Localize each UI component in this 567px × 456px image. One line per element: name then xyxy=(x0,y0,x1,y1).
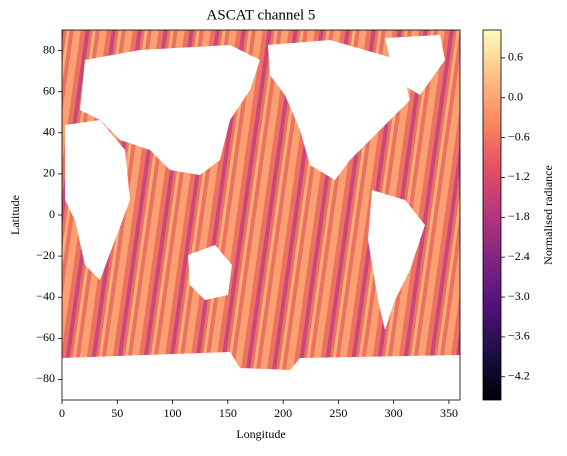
y-tick-label: 0 xyxy=(49,207,55,221)
x-tick-label: 0 xyxy=(59,406,65,420)
x-tick-label: 150 xyxy=(219,406,237,420)
colorbar-tick-label: −3.6 xyxy=(508,329,530,343)
y-tick-label: −20 xyxy=(36,248,55,262)
y-tick-label: −80 xyxy=(36,371,55,385)
colorbar-tick-label: 0.0 xyxy=(508,90,523,104)
colorbar-tick-label: 0.6 xyxy=(508,50,523,64)
y-tick-label: 80 xyxy=(43,42,55,56)
x-tick-label: 350 xyxy=(440,406,458,420)
colorbar-tick-label: −3.0 xyxy=(508,289,530,303)
land-mask xyxy=(62,35,460,400)
colorbar-tick-label: −2.4 xyxy=(508,249,530,263)
x-tick-label: 100 xyxy=(164,406,182,420)
colorbar-tick-label: −4.2 xyxy=(508,369,530,383)
y-tick-label: 40 xyxy=(43,125,55,139)
x-tick-label: 300 xyxy=(385,406,403,420)
y-tick-label: 60 xyxy=(43,83,55,97)
chart-title: ASCAT channel 5 xyxy=(207,7,316,23)
colorbar-tick-label: −0.6 xyxy=(508,129,530,143)
x-axis-label: Longitude xyxy=(236,427,285,441)
colorbar-tick-label: −1.8 xyxy=(508,209,530,223)
y-tick-label: −40 xyxy=(36,289,55,303)
x-tick-label: 50 xyxy=(111,406,123,420)
y-axis-label: Latitude xyxy=(8,195,22,235)
y-tick-label: 20 xyxy=(43,166,55,180)
y-tick-label: −60 xyxy=(36,330,55,344)
x-tick-label: 250 xyxy=(329,406,347,420)
x-tick-label: 200 xyxy=(274,406,292,420)
colorbar xyxy=(482,29,502,401)
colorbar-tick-label: −1.2 xyxy=(508,169,530,183)
colorbar-label: Normalised radiance xyxy=(541,165,555,265)
map-layer xyxy=(62,30,460,400)
